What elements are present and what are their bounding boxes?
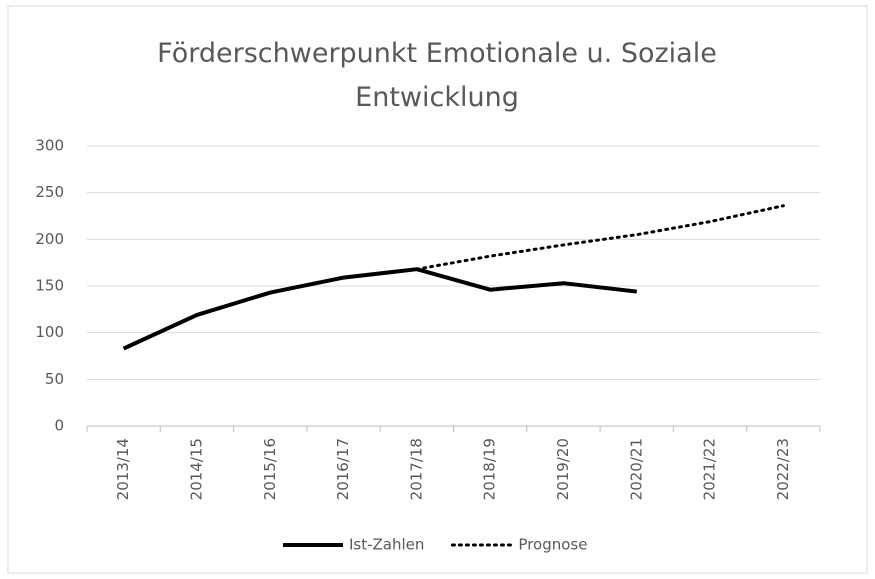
y-tick-label: 250: [35, 183, 64, 201]
x-tick-label: 2018/19: [481, 438, 499, 500]
x-tick-label: 2019/20: [554, 438, 572, 500]
x-tick-label: 2013/14: [114, 438, 132, 500]
legend-label: Prognose: [518, 536, 587, 554]
y-tick-label: 100: [35, 323, 64, 341]
x-tick-label: 2017/18: [407, 438, 425, 500]
y-tick-label: 300: [35, 137, 64, 155]
x-tick-label: 2020/21: [627, 438, 645, 500]
chart-title: Förderschwerpunkt Emotionale u. Soziale …: [157, 38, 717, 113]
chart-frame: [7, 5, 868, 574]
x-tick-label: 2021/22: [701, 438, 719, 500]
x-tick-label: 2016/17: [334, 438, 352, 500]
series-line: [122, 267, 637, 351]
y-tick-label: 200: [35, 230, 64, 248]
series-line: [415, 204, 785, 271]
y-tick-label: 50: [45, 370, 64, 388]
x-tick-label: 2014/15: [187, 438, 205, 500]
y-tick-label: 150: [35, 277, 64, 295]
legend-label: Ist-Zahlen: [349, 536, 424, 554]
y-tick-label: 0: [54, 417, 64, 435]
x-tick-label: 2015/16: [261, 438, 279, 500]
x-tick-label: 2022/23: [774, 438, 792, 500]
